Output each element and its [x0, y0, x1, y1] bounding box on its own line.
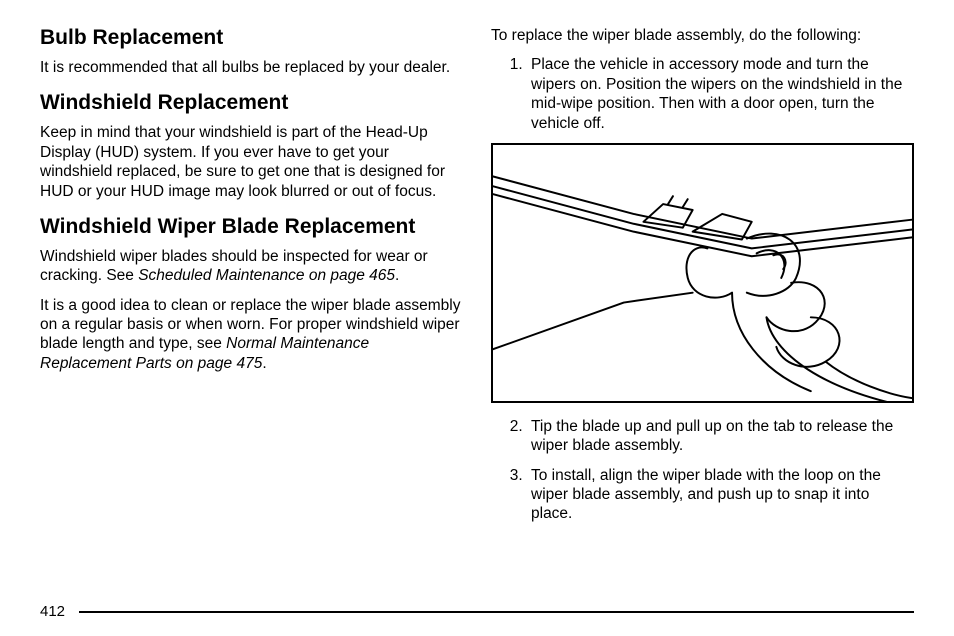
page-footer: 412: [40, 603, 914, 620]
step-1: Place the vehicle in accessory mode and …: [527, 55, 914, 133]
page-number: 412: [40, 603, 65, 620]
heading-windshield-replacement: Windshield Replacement: [40, 91, 463, 115]
step-3: To install, align the wiper blade with t…: [527, 466, 914, 524]
para-wiper-clean-b: .: [262, 355, 266, 372]
manual-page: Bulb Replacement It is recommended that …: [0, 0, 954, 590]
para-wiper-inspect-b: .: [395, 267, 399, 284]
para-replace-intro: To replace the wiper blade assembly, do …: [491, 26, 914, 45]
para-bulb: It is recommended that all bulbs be repl…: [40, 58, 463, 77]
wiper-illustration: [493, 145, 912, 401]
para-wiper-clean: It is a good idea to clean or replace th…: [40, 296, 463, 374]
steps-list-top: Place the vehicle in accessory mode and …: [491, 55, 914, 133]
ref-scheduled-maintenance: Scheduled Maintenance on page 465: [138, 267, 395, 284]
para-wiper-inspect: Windshield wiper blades should be inspec…: [40, 247, 463, 286]
right-column: To replace the wiper blade assembly, do …: [491, 26, 914, 570]
heading-wiper-blade-replacement: Windshield Wiper Blade Replacement: [40, 215, 463, 239]
figure-wiper-blade: [491, 143, 914, 403]
steps-list-bottom: Tip the blade up and pull up on the tab …: [491, 417, 914, 524]
heading-bulb-replacement: Bulb Replacement: [40, 26, 463, 50]
para-windshield: Keep in mind that your windshield is par…: [40, 123, 463, 201]
footer-rule: [79, 611, 914, 613]
step-2: Tip the blade up and pull up on the tab …: [527, 417, 914, 456]
left-column: Bulb Replacement It is recommended that …: [40, 26, 463, 570]
